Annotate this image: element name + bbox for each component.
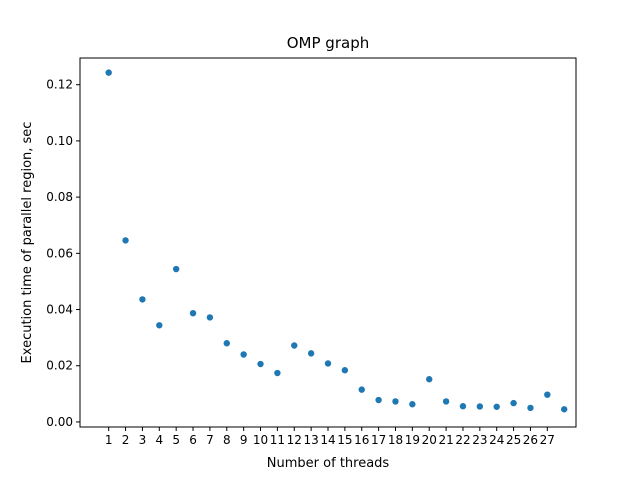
data-point xyxy=(122,237,129,244)
data-point xyxy=(409,401,416,408)
y-tick-label: 0.02 xyxy=(46,359,73,373)
x-tick-label: 10 xyxy=(253,433,268,447)
data-point xyxy=(105,69,112,76)
x-tick-label: 8 xyxy=(223,433,231,447)
data-point xyxy=(324,360,332,367)
x-tick-label: 22 xyxy=(455,433,470,447)
data-point xyxy=(274,369,281,377)
y-tick-label: 0.06 xyxy=(46,246,73,260)
data-point xyxy=(493,403,500,410)
x-tick-label: 7 xyxy=(206,433,214,447)
plot-frame xyxy=(79,57,577,428)
x-tick-label: 17 xyxy=(371,433,386,447)
x-tick-label: 20 xyxy=(422,433,437,447)
data-point xyxy=(375,396,382,404)
x-tick-label: 3 xyxy=(139,433,147,447)
x-tick-label: 19 xyxy=(405,433,420,447)
x-tick-label: 4 xyxy=(155,433,163,447)
x-tick-label: 12 xyxy=(287,433,302,447)
x-tick-label: 18 xyxy=(388,433,403,447)
x-tick-label: 14 xyxy=(320,433,335,447)
y-axis-label: Execution time of parallel region, sec xyxy=(20,122,35,364)
data-point xyxy=(527,404,534,412)
x-tick-label: 2 xyxy=(122,433,130,447)
data-point xyxy=(223,340,230,347)
data-point xyxy=(139,296,146,303)
x-tick-label: 27 xyxy=(540,433,555,447)
data-point xyxy=(544,391,551,398)
data-point xyxy=(510,399,517,407)
data-point xyxy=(206,314,214,321)
data-point xyxy=(189,309,197,317)
x-tick-label: 5 xyxy=(172,433,180,447)
data-point xyxy=(560,406,568,413)
x-tick-label: 23 xyxy=(472,433,487,447)
data-point xyxy=(442,398,450,405)
x-axis-ticks: 1 2 3 4 5 6 7 8 9 10 11 12 13 14 15 16 17 18 19 20 21 22 23 24 2… xyxy=(105,427,555,447)
data-point xyxy=(257,360,264,368)
y-tick-label: 0.00 xyxy=(46,415,73,429)
x-axis-label: Number of threads xyxy=(267,456,390,471)
data-point xyxy=(426,376,433,383)
x-tick-label: 24 xyxy=(489,433,504,447)
data-point xyxy=(240,351,247,358)
data-point xyxy=(459,403,467,410)
y-tick-label: 0.08 xyxy=(46,190,73,204)
x-tick-label: 25 xyxy=(506,433,521,447)
plot-area xyxy=(80,58,576,427)
x-tick-label: 13 xyxy=(303,433,318,447)
x-tick-label: 1 xyxy=(105,433,113,447)
x-tick-label: 15 xyxy=(337,433,352,447)
x-tick-label: 9 xyxy=(240,433,248,447)
data-point xyxy=(476,403,484,410)
data-point xyxy=(172,265,180,273)
data-points xyxy=(105,69,568,413)
x-tick-label: 11 xyxy=(270,433,285,447)
x-tick-label: 6 xyxy=(189,433,197,447)
data-point xyxy=(291,342,298,349)
y-axis-ticks: 0.00 0.02 0.04 0.06 0.08 0.10 0.12 xyxy=(46,78,80,429)
data-point xyxy=(358,386,365,393)
x-tick-label: 26 xyxy=(523,433,538,447)
x-tick-label: 21 xyxy=(438,433,453,447)
data-point xyxy=(392,398,399,405)
y-tick-label: 0.04 xyxy=(46,303,73,317)
data-point xyxy=(156,322,163,329)
y-tick-label: 0.12 xyxy=(46,78,73,92)
x-tick-label: 16 xyxy=(354,433,369,447)
chart-title: OMP graph xyxy=(287,34,369,52)
data-point xyxy=(307,350,315,357)
y-tick-label: 0.10 xyxy=(46,134,73,148)
data-point xyxy=(341,367,349,374)
